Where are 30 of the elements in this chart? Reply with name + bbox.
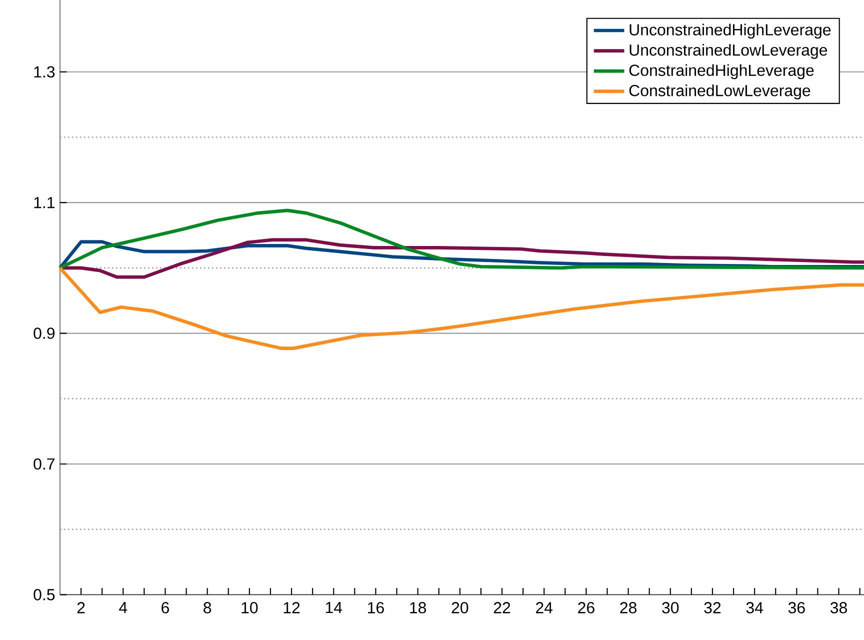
legend-label: UnconstrainedLowLeverage — [630, 44, 828, 59]
line-series — [58, 208, 864, 270]
x-tick-label: 26 — [578, 602, 594, 614]
x-tick-label: 18 — [410, 602, 426, 614]
legend-label: UnconstrainedHighLeverage — [630, 24, 831, 39]
x-tick-label: 8 — [204, 602, 212, 614]
y-tick-label: 0.9 — [34, 328, 55, 339]
line-series — [58, 266, 864, 350]
x-tick-label: 12 — [284, 602, 300, 614]
x-tick-label: 22 — [494, 602, 510, 614]
x-tick-label: 4 — [119, 602, 128, 614]
x-tick-label: 36 — [788, 602, 805, 614]
x-tick-label: 32 — [704, 602, 721, 614]
x-tick-label: 14 — [326, 602, 342, 614]
x-tick-label: 30 — [662, 602, 679, 614]
x-tick-label: 28 — [620, 602, 636, 614]
y-tick-label: 0.7 — [34, 458, 54, 470]
x-tick-label: 2 — [77, 602, 85, 614]
y-tick-label: 1.3 — [34, 66, 55, 78]
x-tick-label: 20 — [452, 602, 468, 614]
x-tick-label: 24 — [536, 602, 553, 614]
y-tick-label: 1.1 — [34, 197, 55, 208]
x-tick-label: 16 — [368, 602, 384, 614]
x-tick-label: 10 — [242, 602, 258, 614]
x-tick-label: 6 — [162, 602, 169, 614]
legend-label: ConstrainedHighLeverage — [629, 64, 814, 80]
x-tick-label: 38 — [830, 602, 847, 614]
legend-label: ConstrainedLowLeverage — [629, 84, 810, 100]
x-tick-label: 34 — [746, 602, 763, 614]
y-tick-label: 0.5 — [34, 589, 55, 600]
